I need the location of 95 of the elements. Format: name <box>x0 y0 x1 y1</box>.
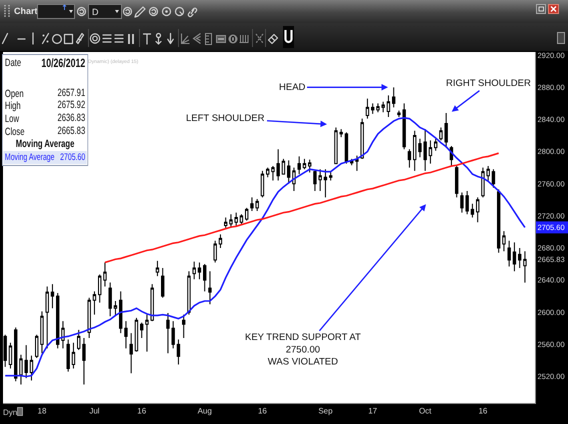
candlestick <box>208 270 212 305</box>
text: Dyn <box>3 408 18 417</box>
candlestick <box>408 148 412 168</box>
candlestick <box>108 282 112 317</box>
candlestick <box>30 355 34 382</box>
candlestick <box>397 110 401 118</box>
x-tick-label: Sep <box>318 406 334 416</box>
candlestick <box>460 192 464 214</box>
annotation: RIGHT SHOULDER <box>446 78 531 89</box>
annotation: LEFT SHOULDER <box>186 113 265 124</box>
candlestick <box>119 290 122 334</box>
candlestick <box>439 127 443 141</box>
candlestick <box>444 112 448 148</box>
candlestick <box>172 320 175 349</box>
candlestick <box>229 214 233 228</box>
candlestick <box>198 262 202 280</box>
annotation: 10/26/2012 <box>41 56 86 70</box>
table-row: Moving Average 2705.60 <box>3 151 87 164</box>
candlestick <box>214 240 217 263</box>
annotation: 2705.60 <box>60 152 86 163</box>
annotation: Open <box>4 88 24 100</box>
candlestick <box>260 170 264 198</box>
candlestick <box>476 196 480 223</box>
candlestick <box>150 284 154 322</box>
annotation: 2675.92 <box>58 99 86 111</box>
candlestick <box>360 118 364 160</box>
candlestick <box>40 310 44 354</box>
candlestick <box>156 260 160 277</box>
candlestick <box>50 284 54 309</box>
candlestick <box>234 212 238 226</box>
candlestick <box>77 329 80 350</box>
x-tick-label: 16 <box>478 406 488 416</box>
candlestick <box>24 344 28 379</box>
candlestick <box>434 138 438 152</box>
candlestick <box>66 339 70 372</box>
annotation: 2636.83 <box>58 112 86 124</box>
candlestick <box>72 342 76 369</box>
candlestick <box>166 312 170 354</box>
annotation: Moving Average <box>14 138 76 150</box>
candlestick <box>240 214 244 224</box>
text: Chart <box>14 6 38 16</box>
candlestick <box>328 172 332 182</box>
annotation: High <box>4 100 21 112</box>
candlestick <box>35 334 38 359</box>
candlestick <box>19 354 23 386</box>
x-tick-label: 16 <box>258 406 268 416</box>
candlestick <box>56 292 60 349</box>
candlestick <box>308 159 312 173</box>
candlestick <box>176 339 180 365</box>
candlestick <box>8 342 12 369</box>
candlestick <box>4 334 7 368</box>
candlestick <box>224 216 228 228</box>
line-series <box>104 152 500 264</box>
candlestick <box>103 262 107 288</box>
candlestick <box>313 170 317 192</box>
candlestick <box>82 337 86 386</box>
x-tick-label: Aug <box>198 406 212 416</box>
candlestick <box>114 300 118 317</box>
annotation: KEY TREND SUPPORT AT 2750.00 WAS VIOLATED <box>245 332 361 368</box>
annotation: Date <box>4 57 22 69</box>
candlestick <box>366 98 370 120</box>
candlestick <box>182 314 186 338</box>
x-tick-label: 18 <box>37 406 47 416</box>
candlestick <box>92 290 96 316</box>
candlestick <box>61 320 65 349</box>
candlestick <box>218 234 222 248</box>
candlestick <box>402 102 406 150</box>
text-field: D <box>88 4 122 19</box>
candlestick <box>481 167 485 198</box>
annotation: HEAD <box>279 82 306 93</box>
candlestick <box>244 207 248 222</box>
candlestick <box>98 274 102 304</box>
x-tick-label: 16 <box>137 406 147 416</box>
candlestick <box>140 322 144 338</box>
candlestick <box>46 286 49 349</box>
candlestick <box>124 320 128 349</box>
candlestick <box>145 314 149 352</box>
annotation: 2657.91 <box>58 87 86 99</box>
candlestick <box>255 198 259 212</box>
candlestick <box>334 127 338 164</box>
candlestick <box>161 268 164 298</box>
candlestick <box>14 327 18 382</box>
candlestick <box>88 297 91 338</box>
x-tick-label: 17 <box>368 406 378 416</box>
x-tick-label: Oct <box>418 406 432 416</box>
candlestick <box>130 332 133 374</box>
candlestick <box>454 166 458 198</box>
annotation: Close <box>4 126 25 138</box>
annotation: 2665.83 <box>58 125 86 137</box>
candlestick <box>392 86 396 108</box>
x-tick-label: Jul <box>89 406 100 416</box>
candlestick <box>203 264 206 292</box>
candlestick <box>250 196 254 212</box>
candlestick <box>192 261 196 280</box>
annotation: Low <box>4 113 19 125</box>
